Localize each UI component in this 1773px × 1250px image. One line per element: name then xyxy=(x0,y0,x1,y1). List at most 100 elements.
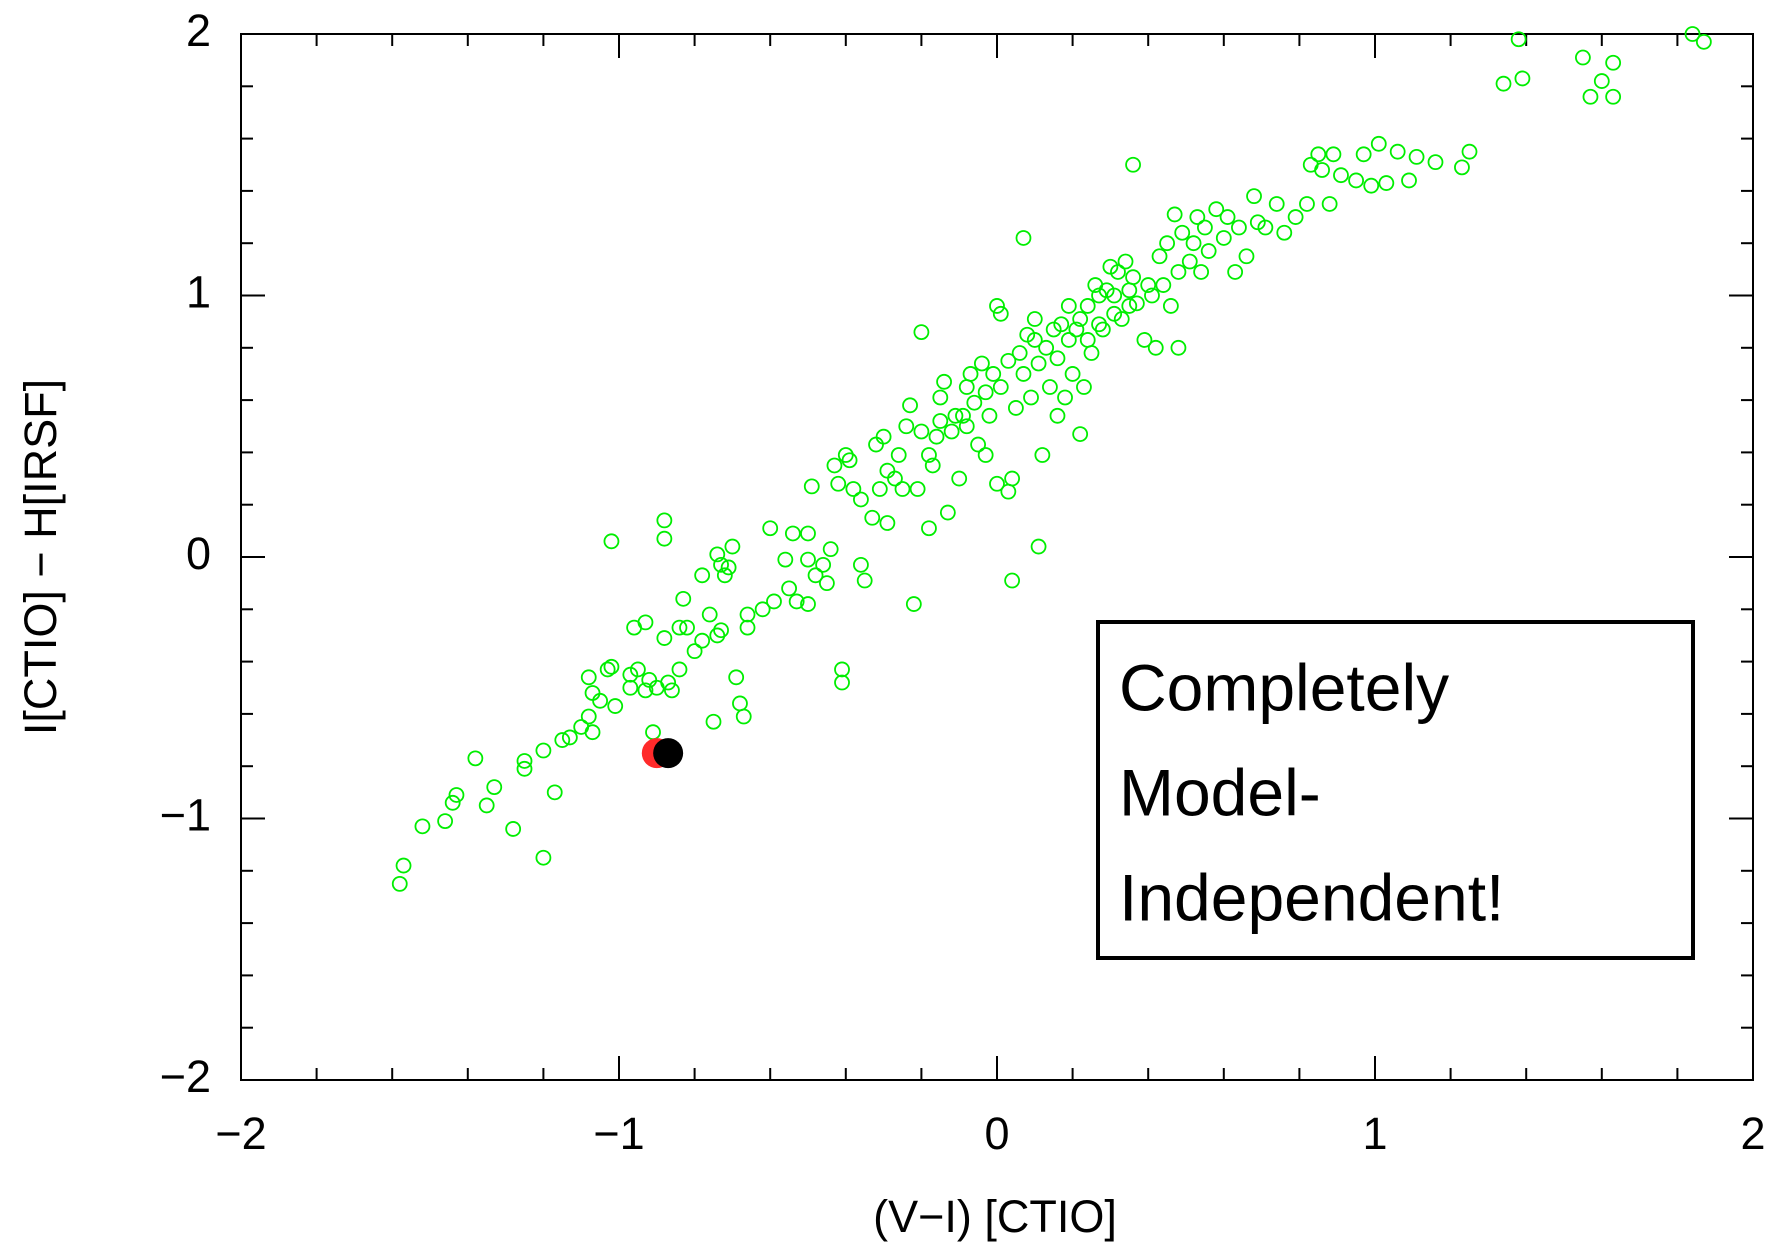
point xyxy=(879,462,896,479)
point xyxy=(864,509,881,526)
point xyxy=(1427,154,1444,171)
point xyxy=(1401,172,1417,189)
point xyxy=(951,470,968,487)
point xyxy=(694,632,711,649)
point xyxy=(1094,321,1111,338)
point xyxy=(1193,264,1210,280)
point xyxy=(437,813,454,830)
point xyxy=(1378,175,1395,191)
point xyxy=(1008,400,1024,416)
point xyxy=(966,394,983,411)
point xyxy=(1140,277,1157,293)
point xyxy=(1117,253,1134,270)
point xyxy=(766,593,782,610)
point xyxy=(807,567,824,584)
point xyxy=(1113,311,1130,327)
point xyxy=(1151,248,1168,265)
point xyxy=(739,606,756,623)
point xyxy=(1038,339,1055,356)
point xyxy=(1325,146,1342,163)
point xyxy=(887,470,903,487)
point xyxy=(716,567,733,584)
point xyxy=(1000,483,1017,500)
point xyxy=(1246,188,1262,205)
point xyxy=(868,436,884,453)
point xyxy=(781,580,797,597)
y-axis-label: I[CTIO] − H[IRSF] xyxy=(15,379,66,735)
point xyxy=(1510,31,1527,48)
x-tick-label: −1 xyxy=(593,1108,644,1159)
x-axis-label: (V−I) [CTIO] xyxy=(873,1191,1117,1242)
point xyxy=(989,298,1005,314)
point xyxy=(1079,332,1096,348)
point xyxy=(1072,311,1089,327)
point xyxy=(803,478,820,495)
point xyxy=(913,423,930,440)
point xyxy=(981,407,998,424)
point xyxy=(1026,332,1043,348)
point xyxy=(1174,224,1191,241)
point xyxy=(1299,196,1315,212)
point xyxy=(853,491,869,508)
point xyxy=(1023,389,1039,406)
point xyxy=(1170,264,1187,280)
point xyxy=(1593,73,1610,89)
point xyxy=(1495,75,1512,92)
point xyxy=(1684,26,1701,42)
point xyxy=(1147,339,1164,356)
point xyxy=(448,787,465,803)
point xyxy=(1215,230,1232,246)
point xyxy=(675,590,692,607)
point xyxy=(1181,253,1198,270)
point xyxy=(1042,379,1058,395)
point xyxy=(826,457,843,474)
point xyxy=(478,797,495,814)
x-tick-label: 2 xyxy=(1740,1108,1765,1159)
point xyxy=(992,305,1009,322)
point xyxy=(830,475,847,492)
point xyxy=(637,614,654,631)
point xyxy=(1121,282,1138,299)
point xyxy=(879,515,896,531)
point xyxy=(1276,224,1293,241)
point xyxy=(943,423,960,440)
point xyxy=(1159,235,1175,252)
point xyxy=(936,373,952,390)
point xyxy=(800,525,816,542)
point xyxy=(1064,366,1081,382)
point xyxy=(1185,235,1202,252)
annotation-line: Independent! xyxy=(1119,860,1504,934)
point xyxy=(1144,287,1160,304)
point xyxy=(1125,269,1141,286)
point xyxy=(1030,538,1047,555)
point xyxy=(989,475,1005,492)
point xyxy=(1072,426,1089,442)
point xyxy=(1231,219,1247,236)
point xyxy=(395,857,412,874)
point xyxy=(1208,201,1225,218)
point xyxy=(1197,219,1213,236)
point xyxy=(713,556,729,573)
point xyxy=(1355,146,1372,163)
point xyxy=(800,551,816,568)
point xyxy=(977,447,994,463)
point xyxy=(834,674,850,691)
point xyxy=(580,708,597,725)
point xyxy=(603,533,620,550)
point xyxy=(1582,88,1599,105)
point xyxy=(1348,172,1364,189)
point xyxy=(784,525,801,542)
point xyxy=(815,556,832,573)
point xyxy=(1155,277,1172,293)
highlight-point xyxy=(653,738,684,769)
point xyxy=(1049,350,1066,367)
x-tick-label: 0 xyxy=(984,1108,1009,1159)
point xyxy=(1049,407,1066,424)
point xyxy=(656,630,673,646)
point xyxy=(819,575,835,592)
point xyxy=(516,760,533,777)
point xyxy=(701,606,718,623)
point xyxy=(1321,196,1338,212)
point xyxy=(444,794,461,811)
